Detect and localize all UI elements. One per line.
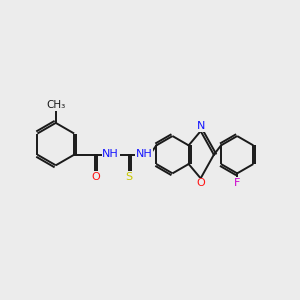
Text: CH₃: CH₃ xyxy=(46,100,65,110)
Text: O: O xyxy=(196,178,205,188)
Text: NH: NH xyxy=(102,148,119,158)
Text: O: O xyxy=(91,172,100,182)
Text: S: S xyxy=(125,172,132,182)
Text: NH: NH xyxy=(136,148,152,158)
Text: N: N xyxy=(196,121,205,131)
Text: F: F xyxy=(234,178,240,188)
